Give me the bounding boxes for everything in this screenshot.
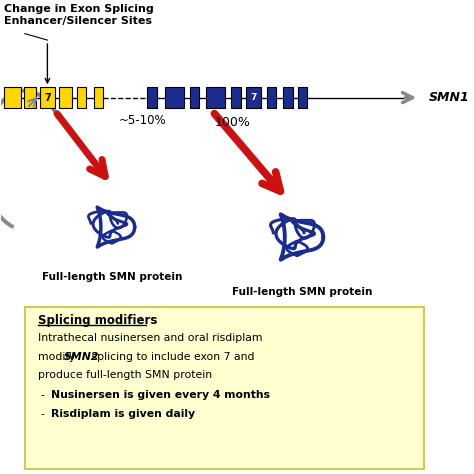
- Bar: [77, 87, 86, 108]
- Bar: [25, 308, 424, 469]
- Text: ~5-10%: ~5-10%: [119, 114, 166, 127]
- Bar: [231, 87, 241, 108]
- Bar: [4, 87, 21, 108]
- Text: SMN2: SMN2: [64, 352, 100, 362]
- Text: Risdiplam is given daily: Risdiplam is given daily: [51, 409, 195, 419]
- Bar: [147, 87, 157, 108]
- Bar: [206, 87, 225, 108]
- Text: Intrathecal nusinersen and oral risdiplam: Intrathecal nusinersen and oral risdipla…: [38, 333, 263, 343]
- Text: Change in Exon Splicing
Enhancer/Silencer Sites: Change in Exon Splicing Enhancer/Silence…: [4, 4, 154, 26]
- Text: Full-length SMN protein: Full-length SMN protein: [232, 287, 372, 297]
- Text: 7: 7: [44, 92, 51, 102]
- Bar: [40, 87, 55, 108]
- Text: splicing to include exon 7 and: splicing to include exon 7 and: [88, 352, 255, 362]
- Text: Splicing modifiers: Splicing modifiers: [38, 314, 157, 327]
- Bar: [283, 87, 293, 108]
- Text: produce full-length SMN protein: produce full-length SMN protein: [38, 370, 212, 381]
- Bar: [266, 87, 276, 108]
- Text: -: -: [40, 409, 44, 419]
- Text: Nusinersen is given every 4 months: Nusinersen is given every 4 months: [51, 390, 270, 400]
- Text: SMN1: SMN1: [428, 91, 469, 104]
- Bar: [24, 87, 36, 108]
- Bar: [94, 87, 103, 108]
- Text: modify: modify: [38, 352, 79, 362]
- Text: -: -: [40, 390, 44, 400]
- Bar: [246, 87, 261, 108]
- Text: 100%: 100%: [215, 117, 251, 129]
- Bar: [190, 87, 200, 108]
- Bar: [59, 87, 72, 108]
- Text: 7: 7: [250, 93, 256, 102]
- Bar: [298, 87, 307, 108]
- Text: Full-length SMN protein: Full-length SMN protein: [42, 272, 182, 282]
- Bar: [165, 87, 183, 108]
